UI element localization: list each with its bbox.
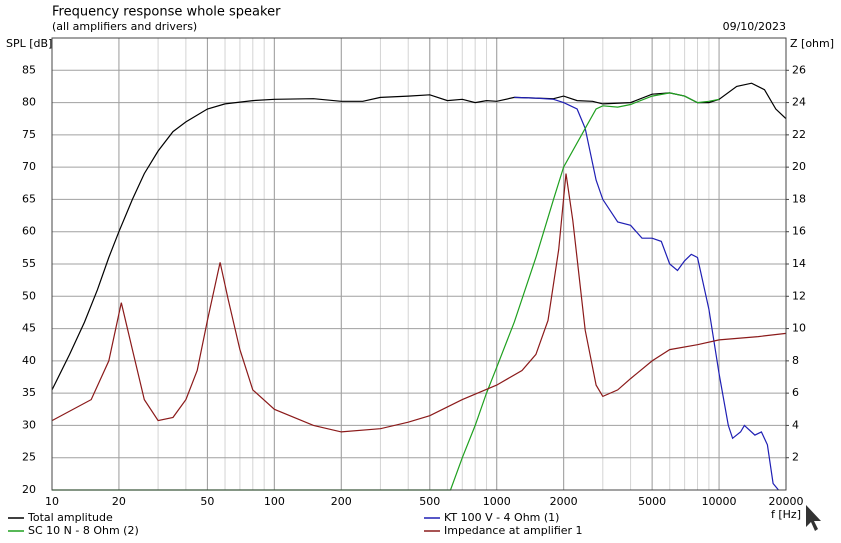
y2-tick-label: 20: [792, 160, 806, 173]
chart-subtitle: (all amplifiers and drivers): [52, 20, 197, 33]
x-tick-label: 20000: [769, 495, 804, 508]
y-tick-label: 75: [22, 128, 36, 141]
y2-tick-label: 10: [792, 322, 806, 335]
y-tick-label: 20: [22, 483, 36, 496]
x-tick-label: 10: [45, 495, 59, 508]
y2-tick-label: 14: [792, 257, 806, 270]
x-tick-label: 1000: [483, 495, 511, 508]
x-tick-label: 20: [112, 495, 126, 508]
y2-tick-label: 26: [792, 63, 806, 76]
y2-tick-label: 24: [792, 96, 806, 109]
mouse-cursor: [806, 505, 821, 531]
legend-label: Total amplitude: [27, 511, 113, 524]
y-tick-label: 25: [22, 451, 36, 464]
y-tick-label: 30: [22, 418, 36, 431]
y2-axis-label: Z [ohm]: [790, 37, 834, 50]
x-tick-label: 50: [200, 495, 214, 508]
y2-tick-label: 6: [792, 386, 799, 399]
y-tick-label: 65: [22, 192, 36, 205]
y-tick-label: 60: [22, 225, 36, 238]
y-tick-label: 40: [22, 354, 36, 367]
y2-tick-label: 18: [792, 192, 806, 205]
legend-label: KT 100 V - 4 Ohm (1): [444, 511, 559, 524]
series-line: [51, 173, 787, 433]
x-tick-label: 5000: [638, 495, 666, 508]
x-tick-label: 200: [331, 495, 352, 508]
y2-tick-label: 4: [792, 418, 799, 431]
series-line: [52, 92, 720, 491]
y2-tick-label: 22: [792, 128, 806, 141]
x-tick-label: 500: [419, 495, 440, 508]
y-tick-label: 70: [22, 160, 36, 173]
x-tick-label: 100: [264, 495, 285, 508]
y-tick-label: 50: [22, 289, 36, 302]
y2-tick-label: 8: [792, 354, 799, 367]
x-axis-label: f [Hz]: [771, 508, 801, 521]
x-tick-label: 2000: [550, 495, 578, 508]
y-tick-label: 45: [22, 322, 36, 335]
y-tick-label: 35: [22, 386, 36, 399]
y-tick-label: 55: [22, 257, 36, 270]
chart-date: 09/10/2023: [723, 20, 786, 33]
legend-label: Impedance at amplifier 1: [444, 524, 583, 537]
y-tick-label: 85: [22, 63, 36, 76]
y-tick-label: 80: [22, 96, 36, 109]
y2-tick-label: 2: [792, 451, 799, 464]
y2-tick-label: 16: [792, 225, 806, 238]
legend-label: SC 10 N - 8 Ohm (2): [28, 524, 139, 537]
chart-title: Frequency response whole speaker: [52, 5, 281, 20]
series-line: [514, 96, 779, 491]
x-tick-label: 10000: [702, 495, 737, 508]
y2-tick-label: 12: [792, 289, 806, 302]
y-axis-label: SPL [dB]: [6, 37, 52, 50]
lines: [51, 82, 787, 491]
